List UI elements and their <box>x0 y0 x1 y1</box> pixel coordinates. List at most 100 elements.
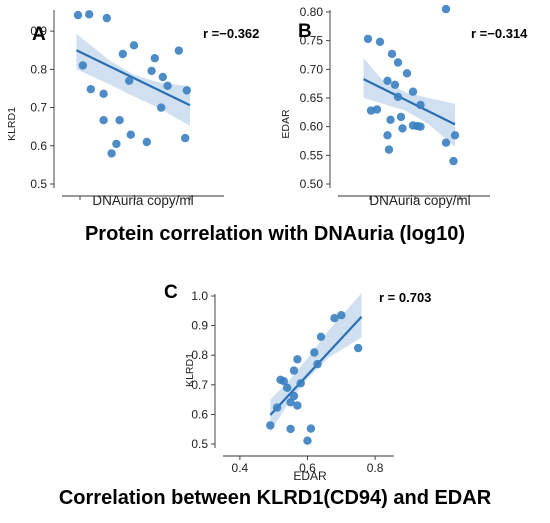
panel-a-data-point <box>99 116 108 125</box>
panel-b-data-point <box>372 105 382 114</box>
panel-a-data-point <box>102 13 112 23</box>
panel-a-data-point <box>112 139 121 149</box>
panel-c-data-point <box>279 377 288 386</box>
panel-a-y-tick-label: 0.8 <box>30 62 47 76</box>
panel-a-data-point <box>174 46 183 55</box>
panel-a-data-point <box>147 66 156 76</box>
panel-c-y-tick-label: 0.5 <box>191 437 208 451</box>
panel-a-svg: 0.5 0.6 0.7 0.8 0.9 DNAuria copy/ml KLRD1 A r =−… <box>6 10 259 208</box>
panel-c-y-tick-label: 0.6 <box>191 407 208 421</box>
panel-a-y-tick-label: 0.6 <box>30 139 47 153</box>
panel-a-data-point <box>118 49 128 59</box>
panel-a-y-tick-label: 0.9 <box>30 24 47 38</box>
panel-b-y-tick-label: 0.80 <box>300 5 324 19</box>
panel-a-data-point <box>125 76 134 86</box>
panel-b-data-point <box>441 138 451 147</box>
panel-c-x-axis-label: EDAR <box>293 469 327 483</box>
panel-b-y-tick-label: 0.60 <box>300 120 324 134</box>
panel-b-data-point <box>383 76 392 86</box>
panel-b-svg: 0.50 0.55 0.60 0.65 0.70 0.75 0.80 DNAuria copy… <box>280 4 528 208</box>
panel-c-data-point <box>272 403 282 412</box>
panel-b-data-point <box>398 124 407 133</box>
panel-c-data-point <box>310 348 319 357</box>
panel-b-data-point <box>363 34 373 44</box>
panel-c-y-tick-label: 0.9 <box>191 319 208 333</box>
panel-c-data-point <box>283 383 292 392</box>
panel-a-data-point <box>158 72 167 82</box>
panel-b-x-axis-label: DNAuria copy/ml <box>369 193 470 208</box>
panel-b-data-point <box>396 112 406 122</box>
panel-c-data-point <box>289 391 299 401</box>
panel-a-data-point <box>99 89 108 99</box>
panel-a-data-point <box>150 54 159 63</box>
panel-b-y-axis-label: EDAR <box>280 109 292 139</box>
panel-b-y-tick-label: 0.70 <box>300 62 324 76</box>
panel-c-x-tick-label: 0.4 <box>232 461 249 475</box>
panel-b-data-point <box>384 145 394 154</box>
panel-b-data-point <box>449 156 458 166</box>
panel-a-data-point <box>126 130 135 139</box>
panel-b-data-point <box>375 37 385 46</box>
panel-a-data-point <box>182 86 191 95</box>
panel-c-data-point <box>286 424 295 434</box>
panel-c-y-tick-label: 0.7 <box>191 378 208 392</box>
panel-a-correlation-label: r =−0.362 <box>203 26 259 41</box>
panel-c-data-point <box>293 401 302 410</box>
panel-c-svg: 0.5 0.6 0.7 0.8 0.9 1.0 0.4 0.6 0.8 EDAR KLRD1 C r =… <box>164 282 431 483</box>
panel-b-chart: 0.50 0.55 0.60 0.65 0.70 0.75 0.80 DNAuria copy… <box>275 0 550 222</box>
panel-a-y-tick-label: 0.5 <box>30 177 47 191</box>
panel-b-data-point <box>450 131 460 140</box>
panel-c-data-point <box>286 398 295 407</box>
panel-b-regression-line <box>363 78 456 126</box>
panel-b-data-point <box>416 122 425 131</box>
top-caption: Protein correlation with DNAuria (log10) <box>84 223 466 245</box>
panel-a-regression-line <box>75 49 191 107</box>
panel-c-data-point <box>289 366 299 375</box>
panel-a-letter: A <box>32 24 46 45</box>
panel-c-data-point <box>337 311 346 320</box>
panel-c-letter: C <box>164 282 178 303</box>
panel-a-data-point <box>181 133 190 143</box>
panel-a-data-point <box>142 137 151 147</box>
panel-a-data-point <box>73 10 83 20</box>
panel-c-data-point <box>303 436 312 445</box>
panel-c-data-point <box>306 424 316 433</box>
panel-c-y-axis-label: KLRD1 <box>184 353 196 387</box>
panel-c-y-tick-label: 0.8 <box>191 348 208 362</box>
panel-b-y-tick-label: 0.50 <box>300 177 324 191</box>
panel-b-correlation-label: r =−0.314 <box>471 26 528 41</box>
panel-b-data-point <box>402 69 412 78</box>
panel-c-data-point <box>313 359 322 369</box>
panel-c-correlation-label: r = 0.703 <box>379 290 431 305</box>
panel-b-y-tick-label: 0.65 <box>300 91 324 105</box>
panel-c-x-tick-label: 0.6 <box>299 461 316 475</box>
panel-b-y-tick-label: 0.55 <box>300 148 324 162</box>
panel-c-x-tick-label: 0.8 <box>367 461 384 475</box>
panel-a-data-point <box>163 81 172 91</box>
panel-b-data-point <box>393 58 403 67</box>
panel-c-data-point <box>330 314 339 323</box>
panel-a-data-point <box>107 149 116 158</box>
panel-b-data-point <box>393 92 403 102</box>
panel-a-y-axis-label: KLRD1 <box>6 107 18 141</box>
panel-a-x-axis-label: DNAuria copy/ml <box>92 193 193 208</box>
panel-b-y-tick-label: 0.75 <box>300 34 324 48</box>
panel-c-data-point <box>296 379 305 388</box>
panel-b-data-point <box>383 131 392 140</box>
panel-a-data-point <box>157 103 166 112</box>
panel-c-data-point <box>354 343 363 353</box>
bottom-caption: Correlation between KLRD1(CD94) and EDAR <box>58 487 492 509</box>
panel-b-data-point <box>416 100 425 110</box>
panel-b-data-point <box>390 80 400 90</box>
panel-b-letter: B <box>298 21 312 42</box>
panel-c-data-point <box>266 421 275 430</box>
panel-b-data-point <box>441 4 451 14</box>
panel-b-data-point <box>387 49 397 59</box>
panel-b-data-point <box>408 87 418 96</box>
panel-c-y-tick-label: 1.0 <box>191 289 208 303</box>
panel-a-data-point <box>86 85 96 94</box>
panel-a-data-point <box>115 116 124 125</box>
panel-a-data-point <box>78 61 88 70</box>
